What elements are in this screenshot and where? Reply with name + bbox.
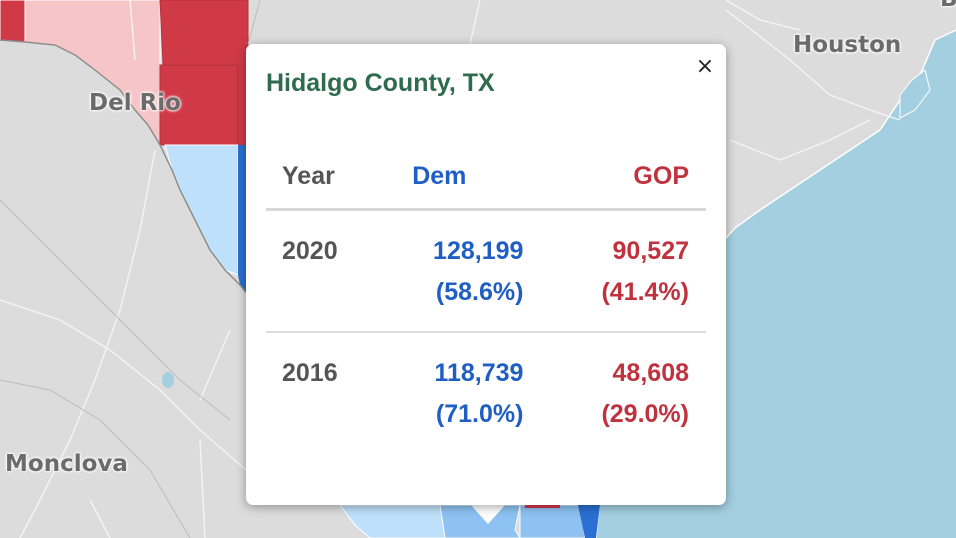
row-year: 2020 (266, 209, 393, 333)
county-dem-strong-coast (578, 505, 600, 538)
city-label-monclova: Monclova (5, 451, 128, 477)
county-results-popup: Hidalgo County, TX × Year Dem GOP 2020 1… (246, 44, 726, 505)
popup-title: Hidalgo County, TX (266, 69, 495, 97)
rio-grande-border (0, 39, 249, 296)
dem-votes: 118,739 (434, 359, 524, 387)
results-table: Year Dem GOP 2020 128,199 (58.6%) 90,527… (266, 144, 706, 453)
dem-percent: (58.6%) (435, 278, 524, 306)
galveston-bay (899, 69, 931, 119)
dem-votes: 128,199 (433, 237, 524, 265)
city-label-houston: Houston (793, 32, 902, 58)
gop-votes: 90,527 (612, 237, 689, 265)
roads (0, 0, 901, 538)
table-row: 2020 128,199 (58.6%) 90,527 (41.4%) (266, 209, 706, 333)
popup-pointer (470, 504, 506, 524)
row-gop: 48,608 (29.0%) (523, 332, 706, 453)
county-dem-strong (238, 145, 248, 295)
row-gop: 90,527 (41.4%) (523, 209, 706, 333)
row-dem: 118,739 (71.0%) (392, 332, 523, 453)
county-dem-mid-east (519, 504, 586, 538)
row-year: 2016 (282, 359, 338, 387)
gop-votes: 48,608 (612, 359, 689, 387)
header-gop: GOP (523, 144, 706, 211)
row-dem: 128,199 (58.6%) (392, 209, 524, 333)
table-header-row: Year Dem GOP (266, 144, 706, 211)
header-year: Year (266, 144, 393, 211)
borders (0, 0, 261, 538)
county-gop-strong-west (0, 0, 26, 43)
lake (162, 372, 174, 388)
city-label-del-rio: Del Rio (89, 90, 181, 116)
close-icon[interactable]: × (695, 54, 715, 79)
header-dem: Dem (392, 144, 524, 211)
gop-percent: (29.0%) (601, 400, 689, 428)
table-row: 2016 118,739 (71.0%) 48,608 (29.0%) (266, 332, 706, 453)
city-label-edge-partial: B (940, 0, 956, 12)
dem-percent: (71.0%) (435, 400, 524, 428)
gop-percent: (41.4%) (601, 278, 689, 306)
